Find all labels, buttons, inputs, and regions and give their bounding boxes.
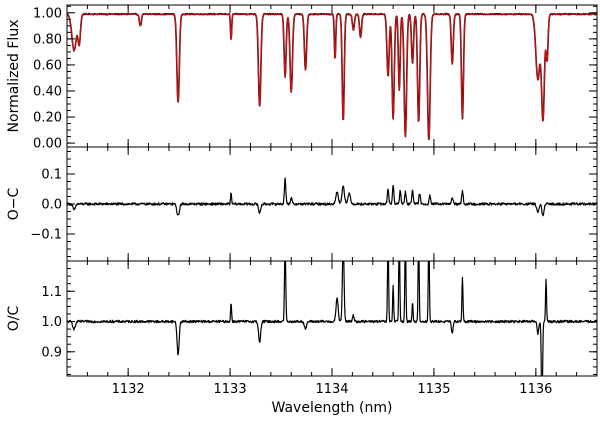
y-tick-label: −0.1 [30,228,62,243]
y-tick-label: 0.40 [33,84,62,99]
residual-ratio-series-line-0 [67,261,597,376]
y-tick-label: 0.60 [33,58,62,73]
flux-frame [66,4,598,148]
residual-difference-series-line-0 [67,177,597,217]
flux-series-line-0 [67,12,597,140]
residual-ratio-panel: 1.1 1.0 0.9 O/C 1132 1133 1134 1135 1136 Waveleng… [6,260,598,416]
residual-difference-panel: 0.1 0.0 −0.1 O−C [6,146,598,262]
residual-difference-curves [67,177,597,217]
y-tick-label: 1.0 [41,315,62,330]
y-tick-label: 0.9 [41,345,62,360]
x-tick-label: 1135 [417,382,450,397]
residual-ratio-frame [66,260,598,377]
flux-curves [67,12,597,140]
y-tick-label: 1.1 [41,285,62,300]
flux-panel: 0.00 0.20 0.40 0.60 0.80 1.00 Normalized Flux [6,4,598,152]
residual-ratio-curves [67,261,597,376]
flux-y-axis-label: Normalized Flux [6,20,22,133]
y-tick-label: 0.20 [33,111,62,126]
y-tick-label: 0.00 [33,137,62,152]
flux-series-line-1 [67,13,597,140]
x-tick-label: 1133 [214,382,247,397]
y-tick-label: 0.1 [41,168,62,183]
residual-difference-y-axis-label: O−C [6,188,22,221]
x-tick-label: 1132 [112,382,145,397]
y-tick-label: 0.80 [33,32,62,47]
x-tick-label: 1134 [315,382,348,397]
y-tick-label: 0.0 [41,198,62,213]
y-tick-label: 1.00 [33,6,62,21]
x-axis-label: Wavelength (nm) [272,400,393,416]
x-tick-label: 1136 [519,382,552,397]
residual-ratio-y-axis-label: O/C [6,306,22,332]
